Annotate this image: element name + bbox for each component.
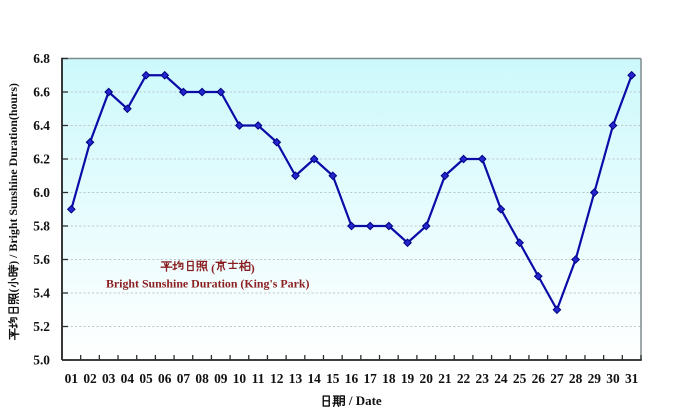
svg-text:25: 25 [513, 371, 527, 386]
svg-text:07: 07 [177, 371, 191, 386]
svg-text:31: 31 [625, 371, 638, 386]
svg-text:18: 18 [382, 371, 396, 386]
svg-text:15: 15 [326, 371, 340, 386]
svg-text:04: 04 [121, 371, 135, 386]
svg-text:): ) [251, 261, 255, 275]
svg-text:24: 24 [494, 371, 508, 386]
svg-text:01: 01 [65, 371, 78, 386]
svg-text:16: 16 [345, 371, 359, 386]
svg-text:19: 19 [401, 371, 415, 386]
svg-text:5.6: 5.6 [33, 252, 50, 267]
svg-text:6.6: 6.6 [33, 85, 50, 100]
svg-text:06: 06 [158, 371, 172, 386]
svg-text:27: 27 [550, 371, 564, 386]
svg-text:17: 17 [363, 371, 377, 386]
svg-text:29: 29 [588, 371, 602, 386]
svg-text:/ Date: / Date [346, 393, 382, 408]
svg-text:28: 28 [569, 371, 583, 386]
svg-text:02: 02 [83, 371, 97, 386]
svg-text:6.8: 6.8 [33, 51, 50, 66]
svg-text:12: 12 [270, 371, 284, 386]
svg-text:6.4: 6.4 [33, 118, 50, 133]
svg-text:Bright Sunshine Duration (King: Bright Sunshine Duration (King's Park) [106, 276, 310, 290]
svg-text:11: 11 [252, 371, 265, 386]
svg-text:08: 08 [195, 371, 209, 386]
svg-text:20: 20 [420, 371, 434, 386]
svg-text:5.2: 5.2 [33, 319, 50, 334]
svg-text:) / Bright Sunshine Duration(h: ) / Bright Sunshine Duration(hours) [6, 83, 20, 265]
svg-text:05: 05 [139, 371, 153, 386]
svg-text:03: 03 [102, 371, 116, 386]
svg-text:09: 09 [214, 371, 228, 386]
svg-text:(: ( [208, 261, 215, 275]
svg-text:23: 23 [476, 371, 490, 386]
svg-text:30: 30 [606, 371, 620, 386]
svg-text:(: ( [6, 289, 20, 293]
svg-text:22: 22 [457, 371, 471, 386]
svg-text:21: 21 [438, 371, 451, 386]
svg-text:5.4: 5.4 [33, 286, 50, 301]
svg-text:10: 10 [233, 371, 247, 386]
svg-text:5.0: 5.0 [33, 353, 50, 368]
svg-text:6.2: 6.2 [33, 152, 50, 167]
svg-text:6.0: 6.0 [33, 185, 50, 200]
svg-text:26: 26 [532, 371, 546, 386]
svg-text:13: 13 [289, 371, 303, 386]
svg-text:14: 14 [307, 371, 321, 386]
svg-text:5.8: 5.8 [33, 219, 50, 234]
